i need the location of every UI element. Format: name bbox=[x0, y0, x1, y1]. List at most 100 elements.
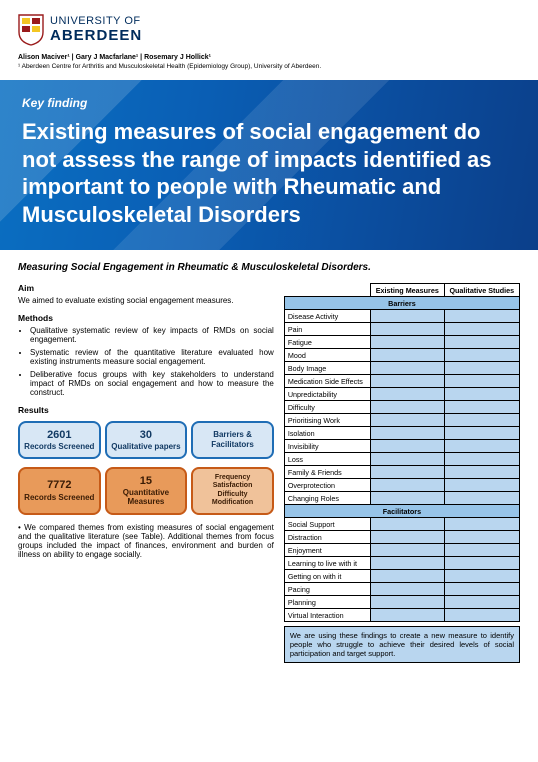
cell-existing bbox=[370, 609, 444, 622]
cell-qualitative bbox=[444, 596, 519, 609]
cell-existing bbox=[370, 388, 444, 401]
row-label: Pain bbox=[284, 323, 370, 336]
page: UNIVERSITY OF ABERDEEN Alison Maciver¹ |… bbox=[0, 0, 538, 681]
table-row: Isolation bbox=[284, 427, 519, 440]
cell-existing bbox=[370, 427, 444, 440]
cell-existing bbox=[370, 492, 444, 505]
table-row: Pain bbox=[284, 323, 519, 336]
barriers-section-row: Barriers bbox=[284, 297, 519, 310]
blank-header bbox=[284, 284, 370, 297]
cell-existing bbox=[370, 414, 444, 427]
cell-qualitative bbox=[444, 518, 519, 531]
comparison-table: Existing Measures Qualitative Studies Ba… bbox=[284, 283, 520, 622]
pill-quant-measures: 15 Quantitative Measures bbox=[105, 467, 188, 515]
cell-qualitative bbox=[444, 544, 519, 557]
table-row: Social Support bbox=[284, 518, 519, 531]
cell-qualitative bbox=[444, 310, 519, 323]
cell-qualitative bbox=[444, 414, 519, 427]
row-label: Overprotection bbox=[284, 479, 370, 492]
cell-qualitative bbox=[444, 492, 519, 505]
cell-qualitative bbox=[444, 453, 519, 466]
table-row: Mood bbox=[284, 349, 519, 362]
university-line2: ABERDEEN bbox=[50, 28, 142, 44]
facilitators-label: Facilitators bbox=[284, 505, 519, 518]
crest-icon bbox=[18, 14, 44, 46]
methods-item: Qualitative systematic review of key imp… bbox=[30, 326, 274, 344]
cell-qualitative bbox=[444, 323, 519, 336]
cell-existing bbox=[370, 323, 444, 336]
university-logo: UNIVERSITY OF ABERDEEN bbox=[18, 14, 520, 46]
results-row-quantitative: 7772 Records Screened 15 Quantitative Me… bbox=[18, 467, 274, 515]
table-row: Changing Roles bbox=[284, 492, 519, 505]
row-label: Changing Roles bbox=[284, 492, 370, 505]
table-row: Medication Side Effects bbox=[284, 375, 519, 388]
row-label: Body Image bbox=[284, 362, 370, 375]
table-row: Disease Activity bbox=[284, 310, 519, 323]
cell-qualitative bbox=[444, 440, 519, 453]
results-heading: Results bbox=[18, 405, 274, 415]
pill-label: Barriers & Facilitators bbox=[197, 430, 268, 449]
two-column-layout: Aim We aimed to evaluate existing social… bbox=[18, 283, 520, 663]
cell-existing bbox=[370, 583, 444, 596]
pill-records-qual: 2601 Records Screened bbox=[18, 421, 101, 459]
pill-barriers-facilitators: Barriers & Facilitators bbox=[191, 421, 274, 459]
cell-existing bbox=[370, 544, 444, 557]
hero-banner: Key finding Existing measures of social … bbox=[0, 80, 538, 250]
aim-text: We aimed to evaluate existing social eng… bbox=[18, 296, 274, 305]
methods-item: Deliberative focus groups with key stake… bbox=[30, 370, 274, 397]
table-row: Loss bbox=[284, 453, 519, 466]
cell-existing bbox=[370, 310, 444, 323]
results-row-qualitative: 2601 Records Screened 30 Qualitative pap… bbox=[18, 421, 274, 459]
cell-qualitative bbox=[444, 336, 519, 349]
cell-existing bbox=[370, 479, 444, 492]
table-row: Getting on with it bbox=[284, 570, 519, 583]
row-label: Pacing bbox=[284, 583, 370, 596]
cell-existing bbox=[370, 518, 444, 531]
table-row: Distraction bbox=[284, 531, 519, 544]
row-label: Medication Side Effects bbox=[284, 375, 370, 388]
facilitators-section-row: Facilitators bbox=[284, 505, 519, 518]
row-label: Distraction bbox=[284, 531, 370, 544]
pill-records-quant: 7772 Records Screened bbox=[18, 467, 101, 515]
cell-existing bbox=[370, 570, 444, 583]
note-box: We are using these findings to create a … bbox=[284, 626, 520, 663]
table-row: Family & Friends bbox=[284, 466, 519, 479]
cell-qualitative bbox=[444, 362, 519, 375]
subtitle: Measuring Social Engagement in Rheumatic… bbox=[18, 262, 520, 273]
pill-dimensions: Frequency Satisfaction Difficulty Modifi… bbox=[191, 467, 274, 515]
hero-title: Existing measures of social engagement d… bbox=[22, 118, 516, 228]
cell-qualitative bbox=[444, 349, 519, 362]
col-existing: Existing Measures bbox=[370, 284, 444, 297]
pill-number: 30 bbox=[111, 429, 182, 442]
pill-number: 7772 bbox=[24, 479, 95, 492]
university-name: UNIVERSITY OF ABERDEEN bbox=[50, 16, 142, 43]
cell-qualitative bbox=[444, 609, 519, 622]
cell-existing bbox=[370, 596, 444, 609]
table-row: Difficulty bbox=[284, 401, 519, 414]
row-label: Family & Friends bbox=[284, 466, 370, 479]
row-label: Mood bbox=[284, 349, 370, 362]
cell-existing bbox=[370, 466, 444, 479]
right-column: Existing Measures Qualitative Studies Ba… bbox=[284, 283, 520, 663]
cell-qualitative bbox=[444, 427, 519, 440]
pill-label: Records Screened bbox=[24, 442, 95, 452]
cell-qualitative bbox=[444, 557, 519, 570]
pill-label: Quantitative Measures bbox=[111, 488, 182, 507]
hero-eyebrow: Key finding bbox=[22, 96, 516, 110]
affiliation: ¹ Aberdeen Centre for Arthritis and Musc… bbox=[18, 63, 520, 70]
cell-qualitative bbox=[444, 375, 519, 388]
pill-label: Records Screened bbox=[24, 493, 95, 503]
row-label: Difficulty bbox=[284, 401, 370, 414]
table-row: Unpredictability bbox=[284, 388, 519, 401]
cell-existing bbox=[370, 362, 444, 375]
row-label: Learning to live with it bbox=[284, 557, 370, 570]
row-label: Unpredictability bbox=[284, 388, 370, 401]
pill-number: 2601 bbox=[24, 429, 95, 442]
cell-qualitative bbox=[444, 531, 519, 544]
cell-qualitative bbox=[444, 570, 519, 583]
cell-qualitative bbox=[444, 388, 519, 401]
cell-qualitative bbox=[444, 401, 519, 414]
row-label: Social Support bbox=[284, 518, 370, 531]
table-row: Invisibility bbox=[284, 440, 519, 453]
row-label: Virtual Interaction bbox=[284, 609, 370, 622]
